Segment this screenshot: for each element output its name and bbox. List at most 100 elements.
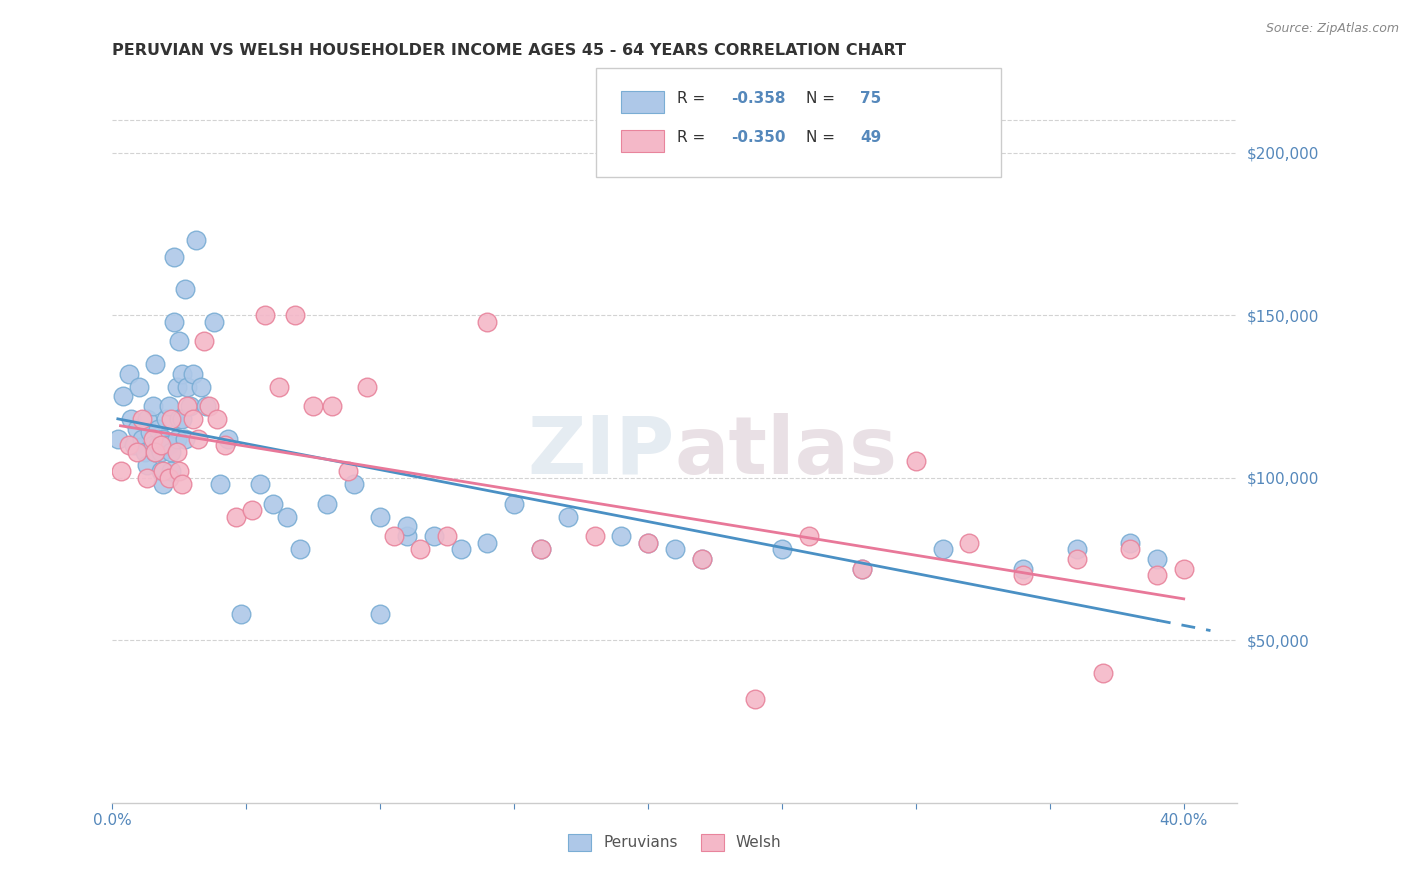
Point — [163, 315, 186, 329]
Text: N =: N = — [807, 91, 841, 106]
Point — [149, 464, 172, 478]
Point — [321, 399, 343, 413]
Point — [128, 380, 150, 394]
Point — [1119, 542, 1142, 557]
Legend: Peruvians, Welsh: Peruvians, Welsh — [562, 828, 787, 857]
Text: PERUVIAN VS WELSH HOUSEHOLDER INCOME AGES 45 - 64 YEARS CORRELATION CHART: PERUVIAN VS WELSH HOUSEHOLDER INCOME AGE… — [112, 43, 907, 58]
Text: 49: 49 — [860, 129, 882, 145]
Text: -0.358: -0.358 — [731, 91, 786, 106]
Point — [143, 444, 166, 458]
Point — [146, 422, 169, 436]
Point — [1066, 552, 1088, 566]
Point — [262, 497, 284, 511]
Point — [181, 412, 204, 426]
Point — [368, 607, 391, 622]
Point — [117, 438, 139, 452]
Point — [172, 477, 194, 491]
Point — [181, 367, 204, 381]
Point — [530, 542, 553, 557]
Point — [637, 535, 659, 549]
Point — [423, 529, 446, 543]
Point — [166, 432, 188, 446]
Point — [356, 380, 378, 394]
Point — [904, 454, 927, 468]
Point — [163, 250, 186, 264]
Point — [179, 399, 201, 413]
Point — [284, 308, 307, 322]
Point — [610, 529, 633, 543]
Point — [136, 471, 159, 485]
Point — [112, 389, 135, 403]
Point — [169, 334, 191, 348]
Point — [225, 509, 247, 524]
Point — [770, 542, 793, 557]
Point — [368, 509, 391, 524]
Point — [503, 497, 526, 511]
Point — [337, 464, 360, 478]
Point — [1012, 568, 1035, 582]
Point — [134, 444, 156, 458]
Point — [851, 562, 873, 576]
Point — [152, 477, 174, 491]
Point — [195, 399, 218, 413]
Point — [166, 380, 188, 394]
Point — [107, 432, 129, 446]
Point — [1012, 562, 1035, 576]
Point — [202, 315, 225, 329]
Point — [160, 444, 183, 458]
Point — [142, 438, 165, 452]
Point — [254, 308, 277, 322]
Point — [131, 412, 153, 426]
Point — [583, 529, 606, 543]
Point — [176, 399, 198, 413]
Point — [152, 464, 174, 478]
Text: 75: 75 — [860, 91, 882, 106]
Point — [169, 412, 191, 426]
Point — [172, 412, 194, 426]
Point — [797, 529, 820, 543]
Point — [155, 438, 177, 452]
Text: ZIP: ZIP — [527, 413, 675, 491]
Point — [198, 399, 221, 413]
Point — [690, 552, 713, 566]
Point — [125, 422, 148, 436]
Point — [664, 542, 686, 557]
Point — [208, 477, 231, 491]
Text: atlas: atlas — [675, 413, 898, 491]
Point — [173, 432, 195, 446]
Point — [152, 432, 174, 446]
Point — [214, 438, 236, 452]
Point — [1146, 552, 1168, 566]
Point — [315, 497, 337, 511]
Point — [139, 425, 162, 440]
Text: R =: R = — [678, 91, 710, 106]
Point — [450, 542, 472, 557]
Point — [110, 464, 132, 478]
Point — [172, 367, 194, 381]
Point — [143, 444, 166, 458]
Point — [143, 357, 166, 371]
Point — [382, 529, 405, 543]
Point — [436, 529, 458, 543]
Point — [160, 464, 183, 478]
Point — [149, 444, 172, 458]
Point — [136, 458, 159, 472]
Point — [690, 552, 713, 566]
Point — [146, 438, 169, 452]
Point — [160, 412, 183, 426]
Point — [744, 691, 766, 706]
Point — [117, 367, 139, 381]
Point — [396, 529, 419, 543]
Point — [342, 477, 364, 491]
Point — [176, 380, 198, 394]
Point — [276, 509, 298, 524]
Point — [155, 412, 177, 426]
FancyBboxPatch shape — [621, 129, 664, 152]
Text: Source: ZipAtlas.com: Source: ZipAtlas.com — [1265, 22, 1399, 36]
Point — [557, 509, 579, 524]
Point — [184, 234, 207, 248]
Point — [851, 562, 873, 576]
Point — [142, 432, 165, 446]
Text: R =: R = — [678, 129, 710, 145]
Point — [1119, 535, 1142, 549]
